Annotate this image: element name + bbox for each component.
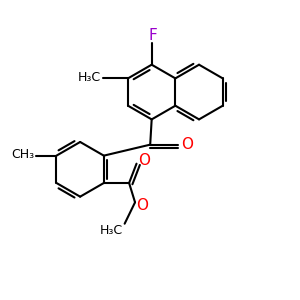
Text: CH₃: CH₃ — [11, 148, 34, 161]
Text: O: O — [181, 137, 193, 152]
Text: H₃C: H₃C — [100, 224, 123, 237]
Text: H₃C: H₃C — [78, 71, 101, 84]
Text: O: O — [136, 198, 148, 213]
Text: O: O — [138, 153, 150, 168]
Text: F: F — [149, 28, 158, 44]
